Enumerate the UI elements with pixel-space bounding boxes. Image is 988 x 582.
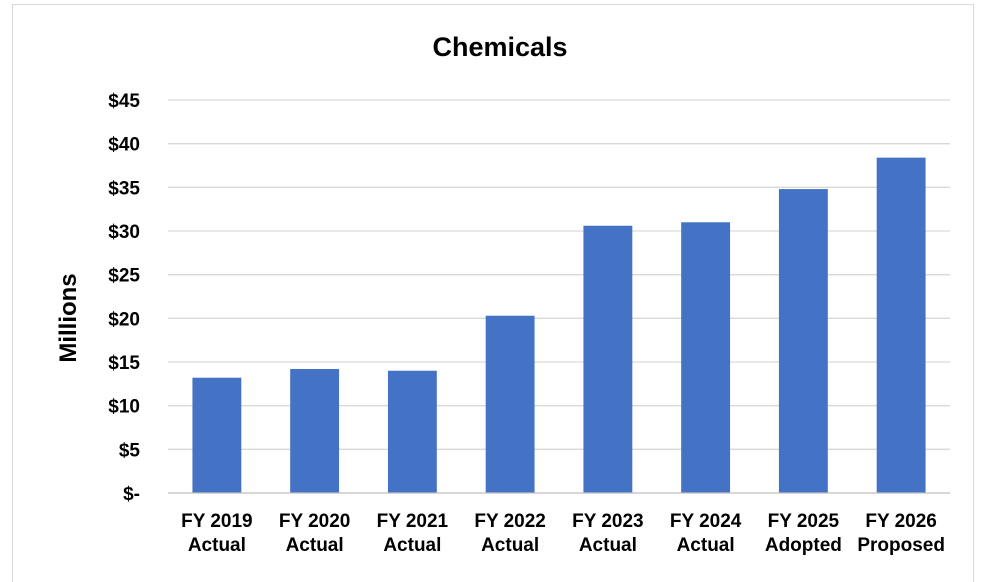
y-tick-label: $35: [108, 178, 140, 199]
bar: [192, 377, 242, 493]
x-tick-label: FY 2023 Actual: [572, 511, 643, 556]
y-tick-label: $-: [123, 484, 140, 505]
bar: [290, 368, 340, 493]
x-tick-label: FY 2020 Actual: [279, 511, 350, 556]
x-tick-label: FY 2019 Actual: [181, 511, 252, 556]
y-tick-labels: $- $5 $10 $15 $20 $25 $30 $35 $40 $45: [108, 91, 140, 505]
y-axis-label: Millions: [55, 273, 82, 362]
y-tick-label: $40: [108, 135, 140, 156]
x-tick-label: FY 2022 Actual: [474, 511, 545, 556]
x-tick-label: FY 2024 Actual: [670, 511, 742, 556]
bar: [778, 189, 828, 493]
y-tick-label: $45: [108, 91, 140, 112]
bar: [485, 315, 535, 493]
y-tick-label: $30: [108, 222, 140, 243]
x-tick-label: FY 2021 Actual: [377, 511, 449, 556]
bar: [387, 370, 437, 493]
x-tick-label: FY 2026 Proposed: [857, 511, 945, 556]
bar: [681, 222, 731, 493]
bar: [583, 225, 633, 493]
y-tick-label: $5: [119, 440, 141, 461]
bars: [192, 157, 926, 493]
bar: [876, 157, 926, 493]
x-tick-labels: FY 2019 Actual FY 2020 Actual FY 2021 Actual F…: [181, 511, 945, 556]
chart-title: Chemicals: [432, 32, 567, 62]
y-tick-label: $10: [108, 397, 140, 418]
gridlines: [168, 99, 950, 450]
y-tick-label: $20: [108, 309, 140, 330]
x-tick-label: FY 2025 Adopted: [765, 511, 842, 556]
y-tick-label: $15: [108, 353, 140, 374]
y-tick-label: $25: [108, 266, 140, 287]
